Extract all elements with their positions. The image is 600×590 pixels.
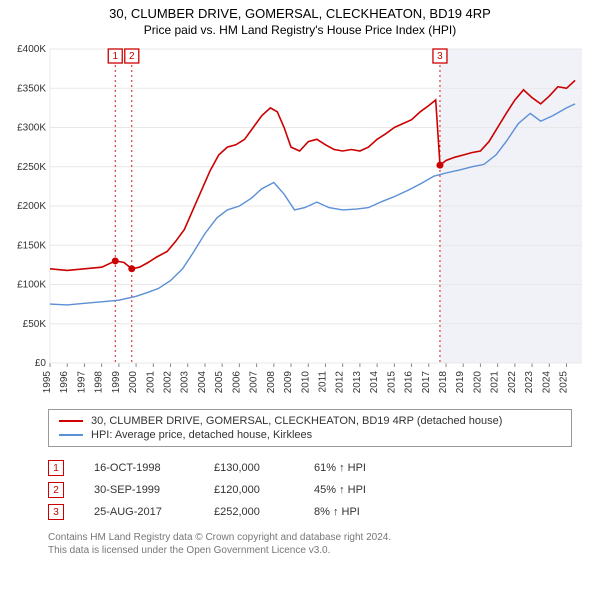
x-tick-label: 2011 xyxy=(317,371,328,393)
x-tick-label: 2003 xyxy=(180,371,191,394)
y-tick-label: £350K xyxy=(17,83,46,94)
x-tick-label: 2013 xyxy=(352,371,363,394)
x-tick-label: 2024 xyxy=(541,371,552,394)
x-tick-label: 2005 xyxy=(214,371,225,394)
marker-badge-num: 3 xyxy=(437,51,443,62)
x-tick-label: 2017 xyxy=(421,371,432,394)
legend-item: HPI: Average price, detached house, Kirk… xyxy=(59,428,561,442)
y-tick-label: £300K xyxy=(17,123,46,134)
marker-dot xyxy=(112,257,119,264)
transaction-badge: 3 xyxy=(48,504,64,520)
x-tick-label: 2020 xyxy=(472,371,483,394)
transaction-date: 25-AUG-2017 xyxy=(94,506,184,518)
transaction-row: 1 16-OCT-1998 £130,000 61% ↑ HPI xyxy=(48,457,572,479)
x-tick-label: 2015 xyxy=(386,371,397,394)
legend-label: 30, CLUMBER DRIVE, GOMERSAL, CLECKHEATON… xyxy=(91,415,502,427)
marker-badge-num: 1 xyxy=(112,51,118,62)
marker-dot xyxy=(128,265,135,272)
x-tick-label: 2004 xyxy=(197,371,208,394)
x-tick-label: 2009 xyxy=(283,371,294,394)
transaction-hpi: 61% ↑ HPI xyxy=(314,462,394,474)
x-tick-label: 2021 xyxy=(490,371,501,394)
x-tick-label: 2023 xyxy=(524,371,535,394)
x-tick-label: 2007 xyxy=(249,371,260,394)
x-tick-label: 2018 xyxy=(438,371,449,394)
x-tick-label: 2022 xyxy=(507,371,518,394)
x-tick-label: 2025 xyxy=(559,371,570,394)
y-tick-label: £0 xyxy=(35,358,47,369)
legend-swatch xyxy=(59,434,83,436)
transaction-date: 16-OCT-1998 xyxy=(94,462,184,474)
transaction-row: 2 30-SEP-1999 £120,000 45% ↑ HPI xyxy=(48,479,572,501)
y-tick-label: £400K xyxy=(17,44,46,55)
x-tick-label: 2002 xyxy=(163,371,174,394)
marker-badge-num: 2 xyxy=(129,51,135,62)
transaction-price: £120,000 xyxy=(214,484,284,496)
x-tick-label: 1999 xyxy=(111,371,122,394)
transaction-date: 30-SEP-1999 xyxy=(94,484,184,496)
chart-container: 30, CLUMBER DRIVE, GOMERSAL, CLECKHEATON… xyxy=(0,0,600,565)
transaction-hpi: 8% ↑ HPI xyxy=(314,506,394,518)
legend-item: 30, CLUMBER DRIVE, GOMERSAL, CLECKHEATON… xyxy=(59,414,561,428)
legend-swatch xyxy=(59,420,83,422)
marker-dot xyxy=(436,162,443,169)
x-tick-label: 1996 xyxy=(59,371,70,394)
chart-title: 30, CLUMBER DRIVE, GOMERSAL, CLECKHEATON… xyxy=(8,6,592,21)
transaction-price: £252,000 xyxy=(214,506,284,518)
x-tick-label: 1997 xyxy=(76,371,87,394)
chart-subtitle: Price paid vs. HM Land Registry's House … xyxy=(8,23,592,37)
transactions-table: 1 16-OCT-1998 £130,000 61% ↑ HPI 2 30-SEP-199… xyxy=(48,457,572,523)
y-tick-label: £50K xyxy=(23,319,47,330)
legend: 30, CLUMBER DRIVE, GOMERSAL, CLECKHEATON… xyxy=(48,409,572,447)
footer-line2: This data is licensed under the Open Gov… xyxy=(48,544,572,557)
y-tick-label: £100K xyxy=(17,280,46,291)
transaction-badge: 1 xyxy=(48,460,64,476)
legend-label: HPI: Average price, detached house, Kirk… xyxy=(91,429,312,441)
transaction-row: 3 25-AUG-2017 £252,000 8% ↑ HPI xyxy=(48,501,572,523)
x-tick-label: 2019 xyxy=(455,371,466,394)
transaction-price: £130,000 xyxy=(214,462,284,474)
footer: Contains HM Land Registry data © Crown c… xyxy=(48,531,572,557)
x-tick-label: 2006 xyxy=(231,371,242,394)
x-tick-label: 2016 xyxy=(404,371,415,394)
x-tick-label: 2012 xyxy=(335,371,346,394)
transaction-badge: 2 xyxy=(48,482,64,498)
transaction-hpi: 45% ↑ HPI xyxy=(314,484,394,496)
x-tick-label: 2010 xyxy=(300,371,311,394)
y-tick-label: £250K xyxy=(17,162,46,173)
x-tick-label: 2014 xyxy=(369,371,380,394)
chart-plot: £0 £50K £100K £150K £200K £250K £300K £350K £400… xyxy=(8,43,592,403)
y-tick-label: £200K xyxy=(17,201,46,212)
x-tick-label: 2000 xyxy=(128,371,139,394)
x-tick-label: 2001 xyxy=(145,371,156,394)
x-tick-label: 2008 xyxy=(266,371,277,394)
x-tick-label: 1998 xyxy=(94,371,105,394)
chart-svg: £0 £50K £100K £150K £200K £250K £300K £350K £400… xyxy=(8,43,592,403)
footer-line1: Contains HM Land Registry data © Crown c… xyxy=(48,531,572,544)
x-tick-label: 1995 xyxy=(42,371,53,394)
y-tick-label: £150K xyxy=(17,240,46,251)
